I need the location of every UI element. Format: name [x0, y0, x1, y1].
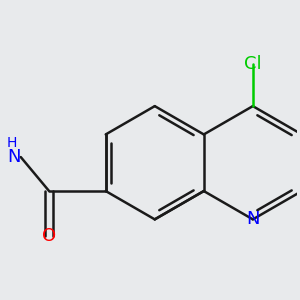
Text: H: H — [7, 136, 17, 150]
Text: N: N — [246, 210, 260, 228]
Text: N: N — [7, 148, 21, 166]
Text: Cl: Cl — [244, 55, 262, 73]
Text: O: O — [42, 227, 56, 245]
